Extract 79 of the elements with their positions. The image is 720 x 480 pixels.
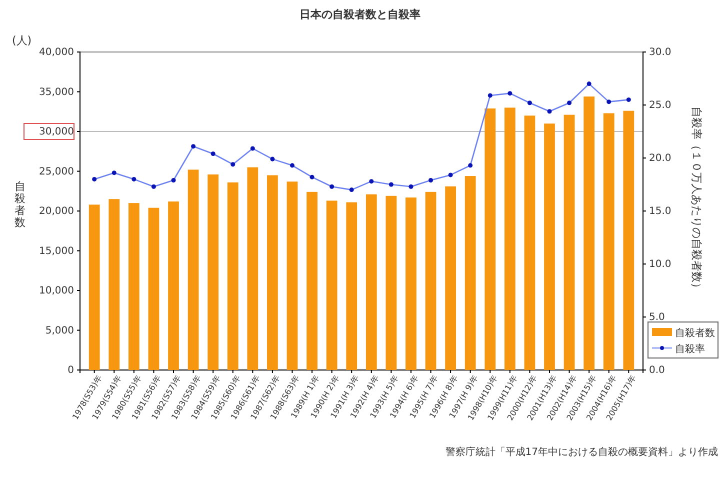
bar xyxy=(227,182,238,370)
point xyxy=(626,97,631,102)
y-tick-label: 20,000 xyxy=(39,206,74,218)
bar xyxy=(564,114,575,370)
bar xyxy=(484,108,496,370)
legend-label: 自殺率 xyxy=(675,343,705,355)
point xyxy=(151,184,156,189)
bar xyxy=(386,196,397,370)
y-tick-label: 40,000 xyxy=(39,47,74,58)
point xyxy=(369,179,374,184)
bar xyxy=(603,113,614,370)
bar xyxy=(346,202,358,370)
bar xyxy=(544,124,555,370)
y2-tick-label: 20.0 xyxy=(649,153,672,164)
y-tick-label: 15,000 xyxy=(39,246,74,257)
bar xyxy=(168,201,179,370)
point xyxy=(428,178,434,183)
point xyxy=(468,163,473,168)
text: (人) xyxy=(12,34,32,47)
point xyxy=(191,144,196,149)
point xyxy=(488,93,492,98)
bar xyxy=(504,108,516,370)
y-axis-title: 自殺者数 xyxy=(14,180,26,229)
chart-title: 日本の自殺者数と自殺率 xyxy=(300,8,420,21)
y2-tick-label: 10.0 xyxy=(649,259,672,270)
bar xyxy=(584,96,595,370)
legend-label: 自殺者数 xyxy=(675,327,715,339)
y2-tick-label: 25.0 xyxy=(649,100,672,112)
point xyxy=(112,170,116,176)
y-tick-label: 35,000 xyxy=(39,86,74,98)
point xyxy=(388,182,394,187)
y2-tick-label: 15.0 xyxy=(649,206,672,218)
y2-tick-label: 5.0 xyxy=(649,312,665,324)
point xyxy=(310,174,314,180)
point xyxy=(92,176,97,182)
point xyxy=(567,100,572,106)
y-tick-label: 25,000 xyxy=(39,166,74,178)
bar xyxy=(267,175,278,370)
point xyxy=(408,184,414,189)
point xyxy=(508,91,512,96)
bar xyxy=(247,167,258,370)
y2-axis-title: 自殺率（１０万人あたりの自殺者数） xyxy=(690,106,703,294)
point xyxy=(349,188,354,192)
bar xyxy=(366,194,377,370)
point xyxy=(448,172,453,178)
point xyxy=(171,178,176,183)
point xyxy=(270,156,275,162)
bar xyxy=(623,110,634,370)
bar xyxy=(108,199,120,370)
bar xyxy=(88,204,100,370)
bar xyxy=(306,192,318,370)
y-tick-label: 30,000 xyxy=(39,126,74,138)
bar xyxy=(188,170,199,370)
point xyxy=(547,109,552,114)
text: 警察庁統計「平成17年中における自殺の概要資料」より作成 xyxy=(445,446,718,458)
bar xyxy=(425,192,436,370)
bar xyxy=(286,182,298,370)
point xyxy=(250,146,255,151)
bar xyxy=(406,197,416,370)
point xyxy=(606,100,612,104)
bar xyxy=(445,186,456,370)
point xyxy=(330,184,334,189)
bar xyxy=(208,174,219,370)
point xyxy=(132,176,136,182)
bar xyxy=(326,200,338,370)
point xyxy=(290,163,294,168)
bar xyxy=(128,203,140,370)
bar xyxy=(464,176,476,370)
y-tick-label: 10,000 xyxy=(39,286,74,297)
point xyxy=(230,162,236,167)
bar xyxy=(524,116,536,370)
point xyxy=(210,152,216,156)
y2-tick-label: 0.0 xyxy=(649,365,665,376)
y-tick-label: 5,000 xyxy=(45,325,74,336)
point xyxy=(586,82,592,86)
y-tick-label: 0 xyxy=(68,365,74,376)
y2-tick-label: 30.0 xyxy=(649,47,672,58)
bar xyxy=(148,208,160,370)
point xyxy=(527,100,532,106)
